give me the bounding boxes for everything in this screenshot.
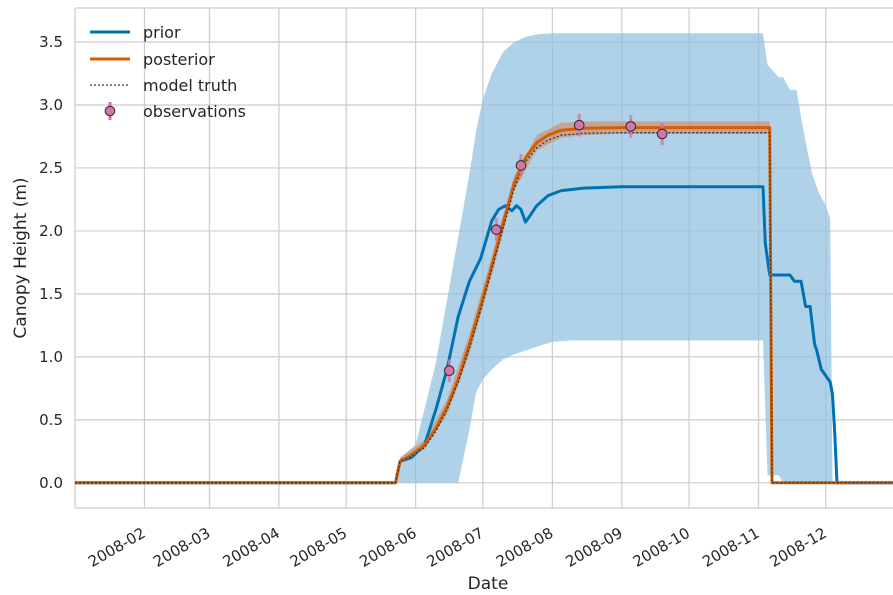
x-axis-label: Date <box>468 574 509 594</box>
observation-markers <box>443 113 668 383</box>
x-tick-label: 2008-09 <box>563 524 626 571</box>
legend-posterior-label: posterior <box>143 50 215 69</box>
observation-point <box>625 121 637 132</box>
prior-line <box>75 185 893 485</box>
posterior-line <box>75 126 893 485</box>
observation-point <box>515 160 527 171</box>
y-tick-labels: 0.0 0.5 1.0 1.5 2.0 2.5 3.0 3.5 <box>39 33 63 492</box>
y-tick-label: 2.5 <box>39 159 63 177</box>
x-tick-label: 2008-02 <box>85 524 148 571</box>
x-tick-label: 2008-06 <box>356 524 419 571</box>
legend-observations-label: observations <box>143 102 246 121</box>
legend-observation-swatch <box>104 105 116 117</box>
y-tick-label: 0.5 <box>39 411 63 429</box>
x-tick-label: 2008-05 <box>287 524 350 571</box>
observation-point <box>656 128 668 140</box>
y-tick-label: 3.5 <box>39 33 63 51</box>
legend-prior-label: prior <box>143 23 181 42</box>
observation-point <box>491 224 502 235</box>
observation-point <box>443 365 455 377</box>
x-tick-label: 2008-03 <box>150 524 213 571</box>
y-tick-label: 0.0 <box>39 474 63 492</box>
x-tick-label: 2008-12 <box>766 524 829 571</box>
x-tick-label: 2008-04 <box>220 524 283 571</box>
model-truth-line <box>75 132 893 484</box>
y-axis-label: Canopy Height (m) <box>11 177 31 338</box>
y-tick-label: 2.0 <box>39 222 63 240</box>
x-tick-label: 2008-08 <box>493 524 556 571</box>
series-lines <box>75 126 893 485</box>
y-tick-label: 1.5 <box>39 285 63 303</box>
x-tick-label: 2008-10 <box>630 524 693 571</box>
prior-band <box>75 33 893 483</box>
y-tick-label: 1.0 <box>39 348 63 366</box>
x-tick-labels: 2008-02 2008-03 2008-04 2008-05 2008-06 2008-… <box>85 524 830 571</box>
y-tick-label: 3.0 <box>39 96 63 114</box>
observation-point <box>573 119 585 131</box>
x-tick-label: 2008-07 <box>424 524 487 571</box>
legend-truth-label: model truth <box>143 76 237 95</box>
x-tick-label: 2008-11 <box>699 524 762 571</box>
legend: prior posterior model truth observations <box>90 23 246 121</box>
